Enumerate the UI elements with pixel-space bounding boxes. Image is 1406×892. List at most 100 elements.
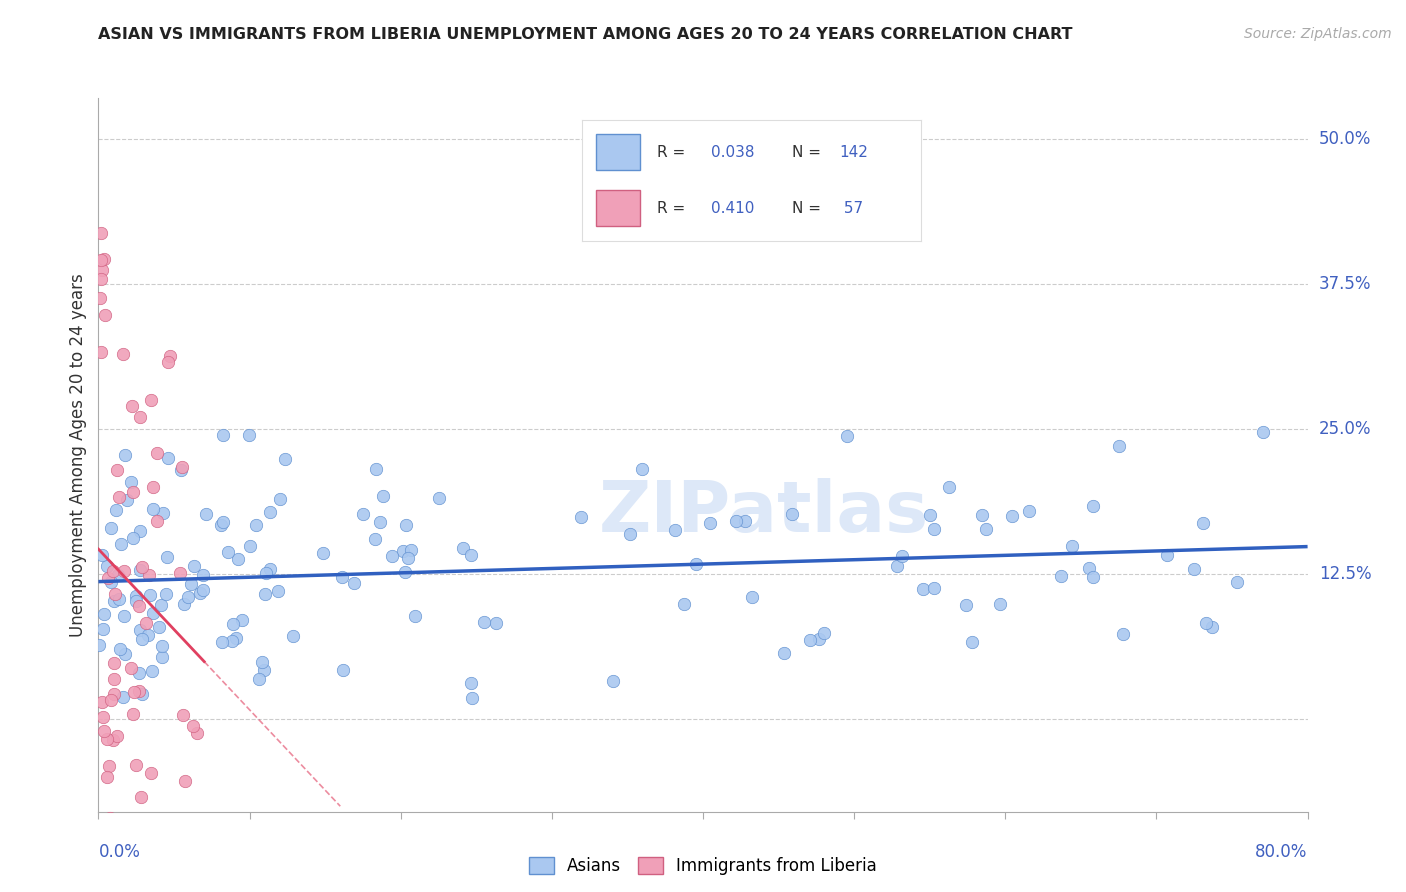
Point <box>91 622 114 636</box>
Point <box>396 550 419 565</box>
Point <box>180 577 202 591</box>
Point <box>105 463 128 477</box>
Point <box>125 594 148 608</box>
Point <box>129 789 152 804</box>
Point <box>1108 439 1130 453</box>
Text: N =: N = <box>792 145 825 160</box>
Point <box>120 661 142 675</box>
Bar <box>596 190 640 227</box>
Point <box>148 620 170 634</box>
Point <box>107 568 129 582</box>
Point <box>122 685 145 699</box>
Point <box>734 514 756 528</box>
Point <box>259 505 281 519</box>
Point <box>104 587 127 601</box>
Point <box>177 590 200 604</box>
Point <box>169 566 191 581</box>
Point <box>125 589 148 603</box>
Point <box>129 410 152 425</box>
Point <box>569 510 592 524</box>
Point <box>226 551 249 566</box>
Point <box>259 561 281 575</box>
Point <box>283 629 305 643</box>
Point <box>96 731 118 746</box>
Point <box>808 632 831 647</box>
Point <box>1112 627 1135 641</box>
Point <box>211 635 233 649</box>
Point <box>664 523 686 537</box>
Point <box>193 567 215 582</box>
Point <box>1001 508 1024 523</box>
Point <box>381 549 404 563</box>
Point <box>194 507 217 521</box>
Point <box>98 758 121 772</box>
Point <box>364 462 387 476</box>
Point <box>120 475 142 490</box>
Text: 50.0%: 50.0% <box>1319 129 1371 148</box>
Point <box>96 814 118 828</box>
Point <box>111 690 134 705</box>
Point <box>451 541 474 555</box>
Point <box>131 560 153 574</box>
Point <box>107 592 129 607</box>
Point <box>918 508 941 522</box>
Point <box>93 607 115 621</box>
Point <box>972 508 994 522</box>
Legend: Asians, Immigrants from Liberia: Asians, Immigrants from Liberia <box>522 850 884 882</box>
Point <box>225 631 247 645</box>
Point <box>221 634 243 648</box>
Point <box>90 253 112 268</box>
Text: 25.0%: 25.0% <box>1319 420 1371 438</box>
Point <box>1226 574 1249 589</box>
Point <box>955 598 977 612</box>
Point <box>782 508 804 522</box>
Point <box>131 687 153 701</box>
Point <box>254 566 277 580</box>
Point <box>273 452 295 467</box>
Text: 80.0%: 80.0% <box>1256 843 1308 861</box>
Point <box>239 540 262 554</box>
Point <box>401 542 423 557</box>
Point <box>699 516 721 530</box>
Point <box>364 532 387 546</box>
Text: N =: N = <box>792 201 825 216</box>
Point <box>1049 568 1071 582</box>
Point <box>142 480 165 494</box>
Point <box>145 515 167 529</box>
Point <box>114 449 136 463</box>
Point <box>97 570 120 584</box>
Point <box>89 639 111 653</box>
Point <box>157 355 180 369</box>
Point <box>139 393 162 408</box>
Point <box>460 549 482 563</box>
Point <box>100 575 122 590</box>
Point <box>96 559 118 574</box>
Point <box>672 597 695 611</box>
Point <box>245 518 267 533</box>
Point <box>93 252 115 266</box>
Point <box>1182 562 1205 576</box>
Point <box>186 726 208 740</box>
Point <box>1251 425 1274 440</box>
Text: 0.0%: 0.0% <box>98 843 141 861</box>
Point <box>149 822 172 836</box>
Point <box>212 515 235 529</box>
Point <box>741 591 763 605</box>
Point <box>91 695 114 709</box>
Point <box>90 227 112 241</box>
Point <box>1156 548 1178 562</box>
Point <box>267 584 290 599</box>
Y-axis label: Unemployment Among Ages 20 to 24 years: Unemployment Among Ages 20 to 24 years <box>69 273 87 637</box>
Point <box>238 427 260 442</box>
Point <box>891 549 914 563</box>
Point <box>170 460 193 475</box>
Text: ASIAN VS IMMIGRANTS FROM LIBERIA UNEMPLOYMENT AMONG AGES 20 TO 24 YEARS CORRELAT: ASIAN VS IMMIGRANTS FROM LIBERIA UNEMPLO… <box>98 27 1073 42</box>
Point <box>150 650 173 665</box>
Point <box>222 616 245 631</box>
Point <box>373 489 395 503</box>
Point <box>96 770 118 784</box>
Point <box>799 632 821 647</box>
Point <box>181 718 204 732</box>
Point <box>114 609 136 624</box>
Point <box>122 532 145 546</box>
